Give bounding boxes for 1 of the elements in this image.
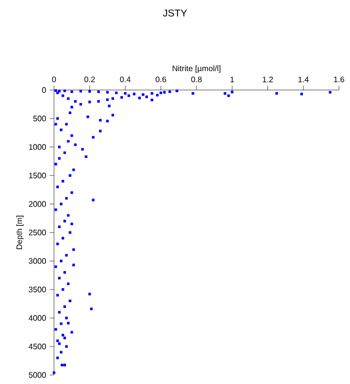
chart-title: JSTY	[162, 9, 187, 17]
